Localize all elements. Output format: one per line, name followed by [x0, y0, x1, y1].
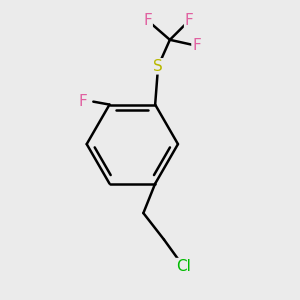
Text: F: F [79, 94, 87, 109]
Text: S: S [153, 59, 163, 74]
Text: F: F [143, 13, 152, 28]
Text: F: F [184, 13, 194, 28]
Text: F: F [192, 38, 201, 53]
Text: Cl: Cl [176, 259, 190, 274]
